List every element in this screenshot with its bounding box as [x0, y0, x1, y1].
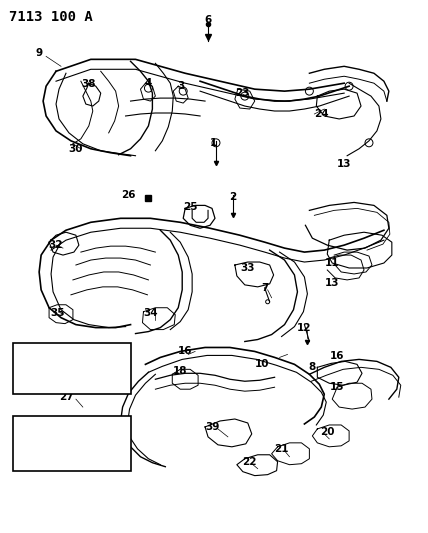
Text: 20: 20 — [320, 427, 335, 437]
Text: 36: 36 — [14, 457, 29, 467]
Bar — [13, 343, 131, 394]
Text: 22: 22 — [243, 457, 257, 467]
Text: 6: 6 — [205, 14, 212, 25]
Text: 21: 21 — [274, 444, 289, 454]
Text: 25: 25 — [183, 203, 197, 212]
Text: 18: 18 — [173, 366, 187, 376]
Text: 16: 16 — [330, 351, 345, 361]
Text: 8: 8 — [309, 362, 316, 373]
Text: 3: 3 — [178, 81, 185, 91]
Text: 23: 23 — [235, 88, 250, 98]
Text: 27: 27 — [59, 392, 73, 402]
Text: 24: 24 — [314, 109, 329, 119]
Text: 9: 9 — [36, 49, 43, 59]
Text: 38: 38 — [82, 79, 96, 89]
Text: 2: 2 — [229, 192, 237, 203]
Text: 10: 10 — [254, 359, 269, 369]
Text: 12: 12 — [297, 322, 312, 333]
Text: 35: 35 — [51, 308, 65, 318]
Text: 34: 34 — [143, 308, 158, 318]
Text: 4: 4 — [145, 78, 152, 88]
Bar — [13, 416, 131, 471]
Text: 7113 100 A: 7113 100 A — [9, 10, 93, 23]
Text: 33: 33 — [241, 263, 255, 273]
Text: 30: 30 — [68, 144, 83, 154]
Text: 7: 7 — [261, 283, 268, 293]
Text: 13: 13 — [337, 159, 351, 168]
Text: 16: 16 — [178, 346, 193, 357]
Text: 15: 15 — [330, 382, 345, 392]
Text: 26: 26 — [121, 190, 136, 200]
Text: 39: 39 — [205, 422, 219, 432]
Text: 32: 32 — [49, 240, 63, 250]
Text: 1: 1 — [209, 138, 217, 148]
Text: 11: 11 — [325, 258, 339, 268]
Text: 37: 37 — [14, 362, 29, 373]
Text: 13: 13 — [325, 278, 339, 288]
